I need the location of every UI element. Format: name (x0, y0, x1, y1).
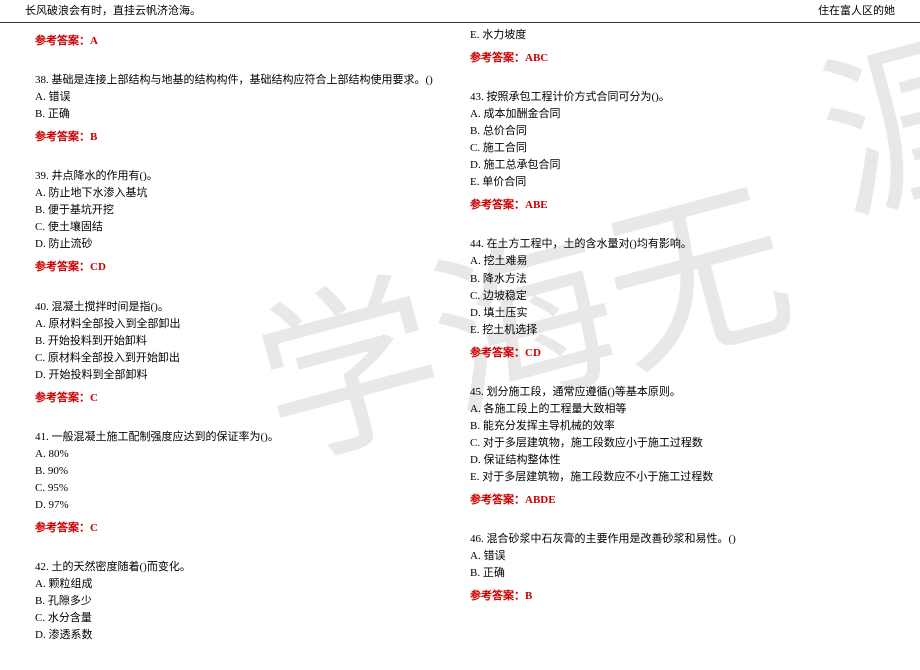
stem-42: 42. 土的天然密度随着()而变化。 (35, 559, 450, 576)
option-38b: B. 正确 (35, 106, 450, 123)
stem-40: 40. 混凝土搅拌时间是指()。 (35, 299, 450, 316)
question-46: 46. 混合砂浆中石灰膏的主要作用是改善砂浆和易性。() A. 错误 B. 正确… (470, 531, 885, 605)
option-44c: C. 边坡稳定 (470, 288, 885, 305)
option-43c: C. 施工合同 (470, 140, 885, 157)
option-41d: D. 97% (35, 497, 450, 514)
stem-39: 39. 井点降水的作用有()。 (35, 168, 450, 185)
stem-43: 43. 按照承包工程计价方式合同可分为()。 (470, 89, 885, 106)
option-45b: B. 能充分发挥主导机械的效率 (470, 418, 885, 435)
answer-41: 参考答案：C (35, 520, 450, 537)
answer-42: 参考答案：ABC (470, 50, 885, 67)
option-43e: E. 单价合同 (470, 174, 885, 191)
answer-37: 参考答案：A (35, 33, 450, 50)
question-38: 38. 基础是连接上部结构与地基的结构构件，基础结构应符合上部结构使用要求。()… (35, 72, 450, 146)
question-39: 39. 井点降水的作用有()。 A. 防止地下水渗入基坑 B. 便于基坑开挖 C… (35, 168, 450, 276)
question-44: 44. 在土方工程中，土的含水量对()均有影响。 A. 挖土难易 B. 降水方法… (470, 236, 885, 361)
option-40c: C. 原材料全部投入到开始卸出 (35, 350, 450, 367)
option-42c: C. 水分含量 (35, 610, 450, 627)
answer-39: 参考答案：CD (35, 259, 450, 276)
question-42: 42. 土的天然密度随着()而变化。 A. 颗粒组成 B. 孔隙多少 C. 水分… (35, 559, 450, 644)
option-39d: D. 防止流砂 (35, 236, 450, 253)
option-45a: A. 各施工段上的工程量大致相等 (470, 401, 885, 418)
answer-46: 参考答案：B (470, 588, 885, 605)
question-40: 40. 混凝土搅拌时间是指()。 A. 原材料全部投入到全部卸出 B. 开始投料… (35, 299, 450, 407)
option-39c: C. 使土壤固结 (35, 219, 450, 236)
stem-46: 46. 混合砂浆中石灰膏的主要作用是改善砂浆和易性。() (470, 531, 885, 548)
answer-38: 参考答案：B (35, 129, 450, 146)
option-45c: C. 对于多层建筑物，施工段数应小于施工过程数 (470, 435, 885, 452)
answer-43: 参考答案：ABE (470, 197, 885, 214)
answer-44: 参考答案：CD (470, 345, 885, 362)
left-column: 参考答案：A 38. 基础是连接上部结构与地基的结构构件，基础结构应符合上部结构… (25, 23, 460, 670)
option-44d: D. 填土压实 (470, 305, 885, 322)
stem-44: 44. 在土方工程中，土的含水量对()均有影响。 (470, 236, 885, 253)
option-46b: B. 正确 (470, 565, 885, 582)
answer-40: 参考答案：C (35, 390, 450, 407)
question-45: 45. 划分施工段，通常应遵循()等基本原则。 A. 各施工段上的工程量大致相等… (470, 384, 885, 509)
answer-45: 参考答案：ABDE (470, 492, 885, 509)
option-44a: A. 挖土难易 (470, 253, 885, 270)
option-41a: A. 80% (35, 446, 450, 463)
stem-41: 41. 一般混凝土施工配制强度应达到的保证率为()。 (35, 429, 450, 446)
option-44b: B. 降水方法 (470, 271, 885, 288)
option-45d: D. 保证结构整体性 (470, 452, 885, 469)
header-left: 长风破浪会有时，直挂云帆济沧海。 (25, 2, 201, 18)
stem-45: 45. 划分施工段，通常应遵循()等基本原则。 (470, 384, 885, 401)
option-45e: E. 对于多层建筑物，施工段数应不小于施工过程数 (470, 469, 885, 486)
option-39a: A. 防止地下水渗入基坑 (35, 185, 450, 202)
option-43a: A. 成本加酬金合同 (470, 106, 885, 123)
option-40d: D. 开始投料到全部卸料 (35, 367, 450, 384)
option-43d: D. 施工总承包合同 (470, 157, 885, 174)
stem-38: 38. 基础是连接上部结构与地基的结构构件，基础结构应符合上部结构使用要求。() (35, 72, 450, 89)
option-40a: A. 原材料全部投入到全部卸出 (35, 316, 450, 333)
option-44e: E. 挖土机选择 (470, 322, 885, 339)
option-38a: A. 错误 (35, 89, 450, 106)
main-content: 参考答案：A 38. 基础是连接上部结构与地基的结构构件，基础结构应符合上部结构… (0, 23, 920, 670)
option-41b: B. 90% (35, 463, 450, 480)
question-42-cont: E. 水力坡度 参考答案：ABC (470, 27, 885, 67)
option-43b: B. 总价合同 (470, 123, 885, 140)
option-42d: D. 渗透系数 (35, 627, 450, 644)
header-right: 住在富人区的她 (818, 2, 895, 18)
option-40b: B. 开始投料到开始卸料 (35, 333, 450, 350)
option-42b: B. 孔隙多少 (35, 593, 450, 610)
right-column: E. 水力坡度 参考答案：ABC 43. 按照承包工程计价方式合同可分为()。 … (460, 23, 895, 670)
question-37-answer: 参考答案：A (35, 33, 450, 50)
question-41: 41. 一般混凝土施工配制强度应达到的保证率为()。 A. 80% B. 90%… (35, 429, 450, 537)
option-42a: A. 颗粒组成 (35, 576, 450, 593)
option-41c: C. 95% (35, 480, 450, 497)
option-42e: E. 水力坡度 (470, 27, 885, 44)
page-header: 长风破浪会有时，直挂云帆济沧海。 住在富人区的她 (0, 0, 920, 23)
question-43: 43. 按照承包工程计价方式合同可分为()。 A. 成本加酬金合同 B. 总价合… (470, 89, 885, 214)
option-46a: A. 错误 (470, 548, 885, 565)
option-39b: B. 便于基坑开挖 (35, 202, 450, 219)
